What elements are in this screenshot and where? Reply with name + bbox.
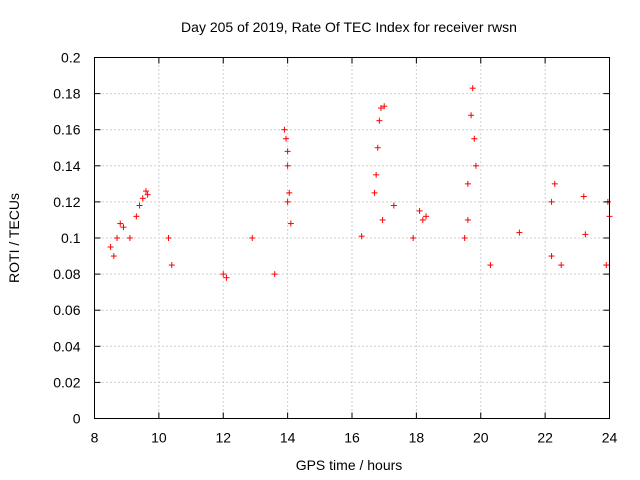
data-point <box>468 112 475 119</box>
data-point <box>472 162 479 169</box>
data-point <box>133 213 140 220</box>
data-point <box>464 216 471 223</box>
data-point <box>223 274 230 281</box>
data-point <box>423 213 430 220</box>
data-point <box>471 135 478 142</box>
data-point <box>487 262 494 269</box>
data-point <box>379 216 386 223</box>
data-point <box>281 126 288 133</box>
data-point <box>374 144 381 151</box>
data-point <box>371 189 378 196</box>
x-tick-label: 16 <box>344 430 360 446</box>
data-point <box>464 180 471 187</box>
x-tick-label: 12 <box>215 430 231 446</box>
grid-layer <box>94 57 610 419</box>
data-point <box>139 195 146 202</box>
data-point <box>373 171 380 178</box>
data-point <box>410 235 417 241</box>
y-tick-label: 0.1 <box>61 230 81 246</box>
y-axis-label: ROTI / TECUs <box>6 193 22 283</box>
x-tick-label: 14 <box>280 430 296 446</box>
data-point <box>376 117 383 124</box>
data-point <box>416 207 423 214</box>
data-point <box>144 191 151 198</box>
data-point <box>114 235 121 241</box>
y-tick-label: 0.08 <box>53 266 80 282</box>
data-point <box>110 253 117 260</box>
data-point <box>516 229 523 236</box>
data-point <box>603 262 610 269</box>
y-tick-label: 0.02 <box>53 374 80 390</box>
chart-title: Day 205 of 2019, Rate Of TEC Index for r… <box>181 19 517 35</box>
data-point <box>143 188 149 195</box>
data-point <box>107 244 114 251</box>
x-tick-label: 20 <box>473 430 489 446</box>
data-point <box>580 193 587 200</box>
x-tick-label: 8 <box>91 430 99 446</box>
data-point <box>168 262 175 269</box>
y-tick-label: 0.16 <box>53 122 80 138</box>
y-tick-label: 0 <box>73 411 81 427</box>
y-tick-label: 0.12 <box>53 194 80 210</box>
data-point <box>283 135 290 142</box>
data-point <box>469 85 476 92</box>
data-point <box>271 271 278 278</box>
data-point <box>284 198 291 205</box>
data-point <box>558 262 565 269</box>
data-point <box>461 235 468 241</box>
y-tick-label: 0.18 <box>53 86 80 102</box>
points-layer <box>107 85 613 281</box>
x-tick-label: 22 <box>537 430 553 446</box>
data-point <box>287 220 294 227</box>
y-tick-label: 0.14 <box>53 158 80 174</box>
y-tick-label: 0.04 <box>53 338 80 354</box>
x-tick-label: 10 <box>151 430 167 446</box>
x-tick-label: 24 <box>602 430 618 446</box>
data-point <box>548 198 555 205</box>
data-point <box>136 202 143 209</box>
data-point <box>126 235 133 241</box>
data-point <box>551 180 558 187</box>
data-point <box>165 235 172 241</box>
data-point <box>419 216 426 223</box>
data-point <box>548 253 555 260</box>
data-point <box>286 189 293 196</box>
data-point <box>390 202 397 209</box>
data-point <box>358 233 365 240</box>
data-point <box>284 162 291 169</box>
data-point <box>220 271 227 278</box>
y-tick-label: 0.06 <box>53 302 80 318</box>
axis-layer: 8 10 12 14 16 18 20 22 24 0 0.02 0.04 0.06 0.08 0.1 0.1… <box>53 50 617 446</box>
y-tick-label: 0.2 <box>61 50 81 66</box>
x-axis-label: GPS time / hours <box>296 457 403 473</box>
x-tick-label: 18 <box>409 430 425 446</box>
data-point <box>284 148 291 155</box>
data-point <box>117 220 124 227</box>
data-point <box>381 103 388 110</box>
data-point <box>249 235 256 241</box>
data-point <box>582 231 589 238</box>
data-point <box>377 105 384 112</box>
data-point <box>120 224 127 231</box>
